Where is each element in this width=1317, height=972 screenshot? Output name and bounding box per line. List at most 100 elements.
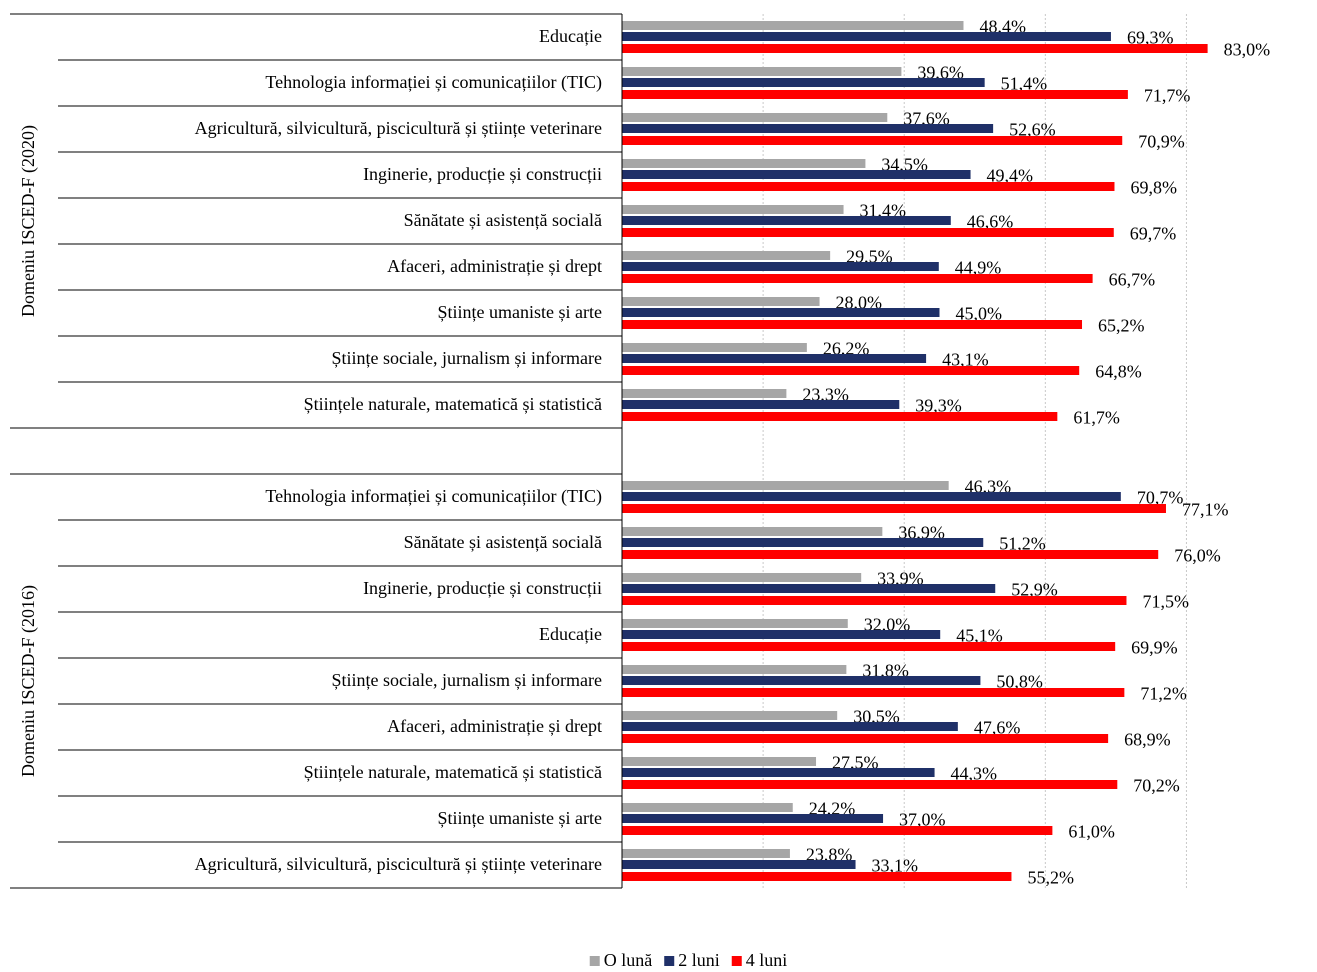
bar: [622, 550, 1159, 559]
value-label: 71,2%: [1140, 684, 1187, 704]
category-label: Afaceri, administrație și drept: [387, 256, 602, 276]
bar: [622, 228, 1114, 237]
category-label: Sănătate și asistență socială: [404, 210, 602, 230]
bar: [622, 584, 996, 593]
bar: [622, 274, 1093, 283]
bar: [622, 343, 807, 352]
value-label: 31,4%: [860, 201, 907, 221]
value-label: 83,0%: [1224, 40, 1271, 60]
bar: [622, 251, 831, 260]
value-label: 24,2%: [809, 799, 856, 819]
bar: [622, 872, 1012, 881]
value-label: 44,9%: [955, 258, 1002, 278]
value-label: 29,5%: [846, 247, 893, 267]
legend-swatch: [664, 956, 675, 966]
category-label: Educație: [539, 26, 602, 46]
value-label: 66,7%: [1109, 270, 1156, 290]
bar: [622, 205, 844, 214]
value-label: 33,1%: [872, 856, 919, 876]
bar: [622, 826, 1053, 835]
bar: [622, 538, 984, 547]
value-label: 70,2%: [1133, 776, 1180, 796]
bar: [622, 136, 1123, 145]
value-label: 44,3%: [951, 764, 998, 784]
value-label: 23,8%: [806, 845, 853, 865]
legend-label: 4 luni: [746, 950, 788, 970]
bar: [622, 21, 964, 30]
bar: [622, 642, 1116, 651]
value-label: 52,6%: [1009, 120, 1056, 140]
category-label: Inginerie, producție și construcții: [363, 578, 602, 598]
category-label: Științele naturale, matematică și statis…: [304, 762, 602, 782]
bar: [622, 803, 793, 812]
bar: [622, 113, 888, 122]
bar: [622, 297, 820, 306]
category-label: Științe sociale, jurnalism și informare: [332, 348, 602, 368]
group-label: Domeniu ISCED-F (2016): [18, 585, 39, 777]
value-label: 36,9%: [898, 523, 945, 543]
bar: [622, 492, 1121, 501]
value-label: 52,9%: [1011, 580, 1058, 600]
bar: [622, 354, 927, 363]
bar: [622, 734, 1109, 743]
value-label: 70,9%: [1138, 132, 1185, 152]
value-label: 32,0%: [864, 615, 911, 635]
bar: [622, 400, 900, 409]
bar: [622, 676, 981, 685]
value-label: 71,7%: [1144, 86, 1191, 106]
bar: [622, 32, 1111, 41]
legend-swatch: [589, 956, 600, 966]
category-label: Științele naturale, matematică și statis…: [304, 394, 602, 414]
category-label: Științe sociale, jurnalism și informare: [332, 670, 602, 690]
bar: [622, 481, 949, 490]
value-label: 45,0%: [956, 304, 1003, 324]
bar: [622, 814, 884, 823]
bar: [622, 780, 1118, 789]
bar: [622, 389, 787, 398]
value-label: 45,1%: [956, 626, 1003, 646]
bar: [622, 44, 1208, 53]
legend-label: O lună: [604, 950, 653, 970]
category-label: Afaceri, administrație și drept: [387, 716, 602, 736]
category-label: Tehnologia informației și comunicațiilor…: [265, 72, 602, 93]
category-label: Tehnologia informației și comunicațiilor…: [265, 486, 602, 507]
value-label: 26,2%: [823, 339, 870, 359]
value-label: 31,8%: [862, 661, 909, 681]
value-label: 34,5%: [881, 155, 928, 175]
category-label: Educație: [539, 624, 602, 644]
value-label: 65,2%: [1098, 316, 1145, 336]
bar: [622, 320, 1083, 329]
value-label: 69,3%: [1127, 28, 1174, 48]
category-label: Agricultură, silvicultură, piscicultură …: [195, 118, 602, 138]
value-label: 77,1%: [1182, 500, 1229, 520]
value-label: 51,4%: [1001, 74, 1047, 94]
value-label: 49,4%: [987, 166, 1034, 186]
category-label: Agricultură, silvicultură, piscicultură …: [195, 854, 602, 874]
legend-label: 2 luni: [678, 950, 720, 970]
legend-swatch: [731, 956, 742, 966]
category-label: Științe umaniste și arte: [438, 302, 602, 322]
bar: [622, 412, 1058, 421]
value-label: 55,2%: [1027, 868, 1074, 888]
category-label: Inginerie, producție și construcții: [363, 164, 602, 184]
bar: [622, 159, 866, 168]
bar: [622, 665, 847, 674]
value-label: 51,2%: [999, 534, 1045, 554]
bar: [622, 366, 1080, 375]
value-label: 30,5%: [853, 707, 900, 727]
category-label: Sănătate și asistență socială: [404, 532, 602, 552]
value-label: 68,9%: [1124, 730, 1171, 750]
bar: [622, 688, 1125, 697]
value-label: 43,1%: [942, 350, 989, 370]
bar: [622, 308, 940, 317]
value-label: 69,8%: [1130, 178, 1177, 198]
category-label: Științe umaniste și arte: [438, 808, 602, 828]
value-label: 37,0%: [899, 810, 946, 830]
bar: [622, 527, 883, 536]
value-label: 70,7%: [1137, 488, 1184, 508]
value-label: 61,7%: [1073, 408, 1120, 428]
value-label: 39,6%: [917, 63, 964, 83]
value-label: 61,0%: [1068, 822, 1115, 842]
bar: [622, 711, 838, 720]
